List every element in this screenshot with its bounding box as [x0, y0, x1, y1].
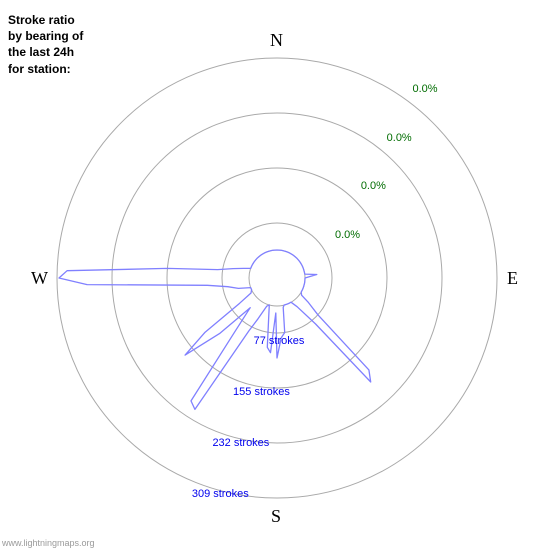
chart-title: Stroke ratio by bearing of the last 24h …: [8, 12, 83, 77]
ring-label-ratio-3: 0.0%: [387, 132, 412, 144]
cardinal-n: N: [270, 30, 283, 51]
chart-svg: [0, 0, 550, 550]
ring-label-ratio-1: 0.0%: [335, 229, 360, 241]
polar-chart: Stroke ratio by bearing of the last 24h …: [0, 0, 550, 550]
ring-label-strokes-1: 77 strokes: [254, 335, 305, 347]
ring-label-strokes-2: 155 strokes: [233, 386, 290, 398]
footer-credit: www.lightningmaps.org: [2, 538, 95, 548]
ring-label-ratio-2: 0.0%: [361, 180, 386, 192]
cardinal-s: S: [271, 506, 281, 527]
ring-label-strokes-4: 309 strokes: [192, 488, 249, 500]
ring-label-ratio-4: 0.0%: [412, 83, 437, 95]
cardinal-w: W: [31, 268, 48, 289]
ring-label-strokes-3: 232 strokes: [212, 437, 269, 449]
cardinal-e: E: [507, 268, 518, 289]
